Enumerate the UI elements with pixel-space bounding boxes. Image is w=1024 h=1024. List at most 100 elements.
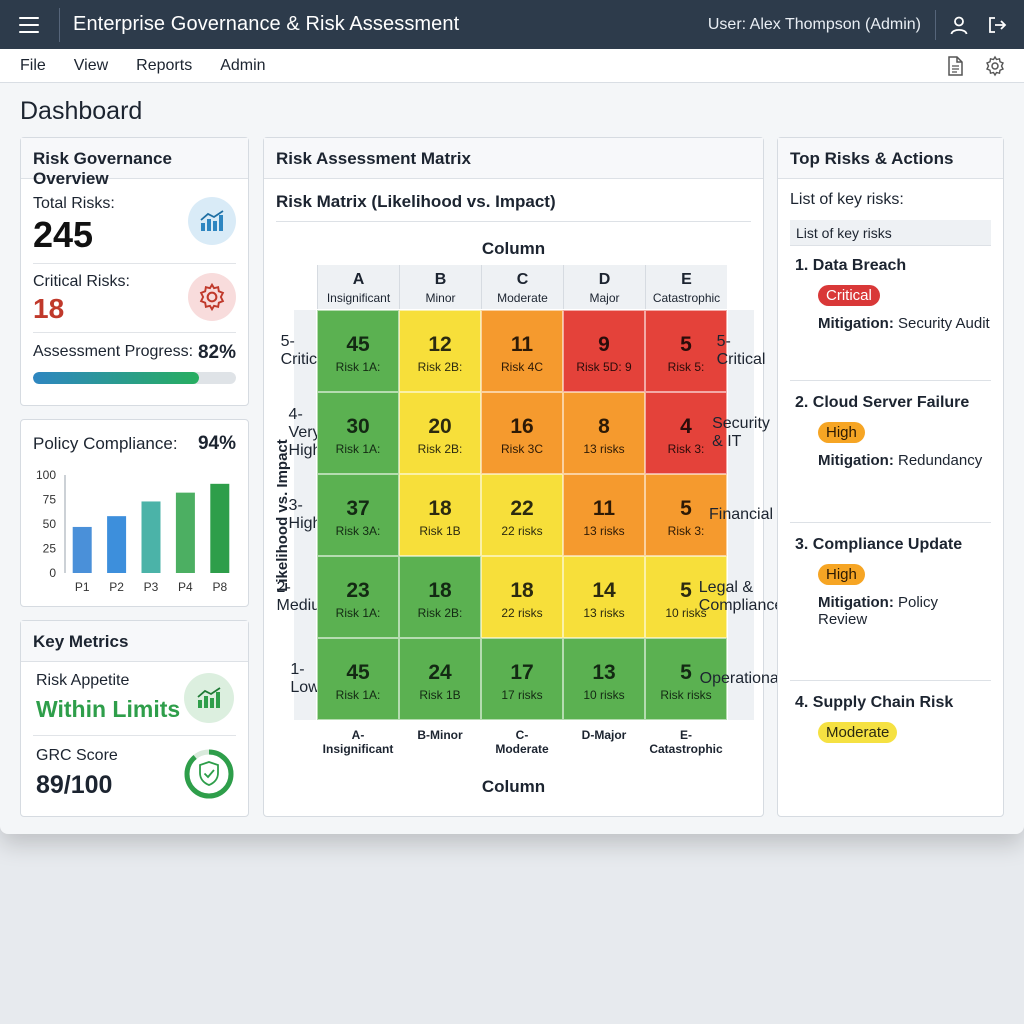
- top-risk-divider: [790, 380, 991, 381]
- matrix-row-label: 2-Medium: [277, 556, 333, 638]
- matrix-column-header: E Catastrophic: [645, 265, 727, 309]
- matrix-cell-count: 11: [592, 497, 616, 520]
- top-risks-card: Top Risks & Actions List of key risks: L…: [777, 137, 1004, 817]
- matrix-cell-count: 24: [428, 661, 452, 684]
- matrix-column-title-top: Column: [481, 239, 546, 258]
- matrix-cell[interactable]: 16 Risk 3C: [481, 392, 563, 474]
- top-risk-title: 1. Data Breach: [795, 257, 907, 274]
- matrix-cell[interactable]: 18 Risk 2B:: [399, 556, 481, 638]
- matrix-cell[interactable]: 5 10 risks: [645, 556, 727, 638]
- matrix-cell[interactable]: 17 17 risks: [481, 638, 563, 720]
- menu-view[interactable]: View: [73, 56, 109, 74]
- matrix-category-label: Operational: [700, 638, 782, 720]
- matrix-row-label: 1-Low: [290, 638, 320, 720]
- chart-icon: [188, 197, 236, 245]
- chart-x-tick-label: P2: [109, 580, 124, 594]
- top-risk-title: 3. Compliance Update: [795, 536, 963, 553]
- matrix-cell[interactable]: 24 Risk 1B: [399, 638, 481, 720]
- page-title: Dashboard: [20, 97, 143, 125]
- matrix-cell[interactable]: 11 Risk 4C: [481, 310, 563, 392]
- user-icon[interactable]: [948, 14, 970, 36]
- matrix-cell-caption: Risk 1A:: [335, 606, 381, 620]
- matrix-column-header: D Major: [563, 265, 645, 309]
- logout-icon[interactable]: [986, 14, 1008, 36]
- chart-y-tick-label: 75: [43, 493, 57, 507]
- hamburger-icon[interactable]: [19, 16, 39, 33]
- matrix-y-axis-title: Likelihood vs. Impact: [272, 309, 292, 721]
- menu-admin[interactable]: Admin: [220, 56, 266, 74]
- matrix-cell[interactable]: 18 22 risks: [481, 556, 563, 638]
- top-risk-item[interactable]: 3. Compliance Update High Mitigation: Poli…: [795, 536, 991, 628]
- matrix-cell[interactable]: 23 Risk 1A:: [317, 556, 399, 638]
- menu-file[interactable]: File: [20, 56, 46, 74]
- matrix-cell-count: 9: [598, 333, 610, 356]
- chart-y-tick-label: 25: [43, 542, 57, 556]
- top-risks-list-header: List of key risks: [790, 220, 991, 246]
- top-risk-divider: [790, 522, 991, 523]
- matrix-cell-count: 37: [346, 497, 370, 520]
- user-name: User: Alex Thompson (Admin): [707, 15, 921, 33]
- chart-bar: [141, 501, 161, 573]
- risk-matrix-title: Risk Assessment Matrix: [264, 138, 763, 179]
- matrix-cell-count: 18: [510, 579, 534, 602]
- matrix-cell-caption: 10 risks: [583, 688, 625, 702]
- top-risk-item[interactable]: 1. Data Breach Critical Mitigation: Securi…: [795, 257, 991, 332]
- matrix-row-label-text: 3-High: [288, 497, 322, 532]
- matrix-cell[interactable]: 30 Risk 1A:: [317, 392, 399, 474]
- matrix-cell[interactable]: 4 Risk 3:: [645, 392, 727, 474]
- overview-card: Risk Governance Overview Total Risks: 24…: [20, 137, 249, 406]
- top-risk-item[interactable]: 2. Cloud Server Failure High Mitigation: R…: [795, 394, 991, 469]
- title-bar: Enterprise Governance & Risk Assessment …: [0, 0, 1024, 49]
- policy-compliance-card: Policy Compliance: 94% 0 25 50 75 100 P1 P2 P3 P…: [20, 419, 249, 607]
- matrix-cell-caption: Risk 5:: [667, 360, 705, 374]
- document-icon[interactable]: [944, 55, 966, 77]
- matrix-cell[interactable]: 5 Risk risks: [645, 638, 727, 720]
- menu-reports[interactable]: Reports: [136, 56, 193, 74]
- matrix-column-name: Minor: [425, 291, 456, 305]
- matrix-column-bottom-label: B-Minor: [417, 728, 463, 742]
- matrix-cell[interactable]: 9 Risk 5D: 9: [563, 310, 645, 392]
- matrix-cell[interactable]: 5 Risk 3:: [645, 474, 727, 556]
- grc-score-value: 89/100: [36, 771, 113, 799]
- check-shape: [203, 769, 215, 779]
- matrix-cell-caption: Risk 1B: [419, 524, 461, 538]
- matrix-cell[interactable]: 8 13 risks: [563, 392, 645, 474]
- key-metrics-title: Key Metrics: [21, 621, 248, 662]
- chart-x-tick-label: P4: [178, 580, 193, 594]
- top-risk-title: 4. Supply Chain Risk: [795, 694, 954, 711]
- chart-y-tick-label: 100: [36, 468, 56, 482]
- matrix-cell[interactable]: 22 22 risks: [481, 474, 563, 556]
- matrix-cell[interactable]: 18 Risk 1B: [399, 474, 481, 556]
- matrix-column-bottom-label: E-Catastrophic: [649, 728, 723, 756]
- top-risk-item[interactable]: 4. Supply Chain Risk Moderate: [795, 694, 991, 743]
- progress-value: 82%: [197, 342, 236, 363]
- matrix-cell[interactable]: 11 13 risks: [563, 474, 645, 556]
- matrix-column-header: A Insignificant: [317, 265, 399, 309]
- matrix-cell[interactable]: 14 13 risks: [563, 556, 645, 638]
- matrix-cell[interactable]: 45 Risk 1A:: [317, 638, 399, 720]
- mitigation-label: Mitigation:: [818, 452, 898, 469]
- chart-bar: [175, 492, 195, 573]
- gear-icon[interactable]: [984, 55, 1006, 77]
- total-risks-label: Total Risks:: [33, 195, 115, 212]
- matrix-cell[interactable]: 37 Risk 3A:: [317, 474, 399, 556]
- chart-y-tick-label: 50: [43, 517, 57, 531]
- matrix-cell[interactable]: 12 Risk 2B:: [399, 310, 481, 392]
- chart-y-tick-label: 0: [49, 566, 56, 580]
- matrix-column-header: B Minor: [399, 265, 481, 309]
- risk-matrix-card: Risk Assessment Matrix Risk Matrix (Like…: [263, 137, 783, 817]
- matrix-cell[interactable]: 20 Risk 2B:: [399, 392, 481, 474]
- matrix-cell[interactable]: 45 Risk 1A:: [317, 310, 399, 392]
- grc-score-label: GRC Score: [36, 747, 118, 764]
- top-risks-intro: List of key risks:: [790, 191, 904, 208]
- matrix-category-label: Legal & Compliance: [699, 556, 783, 638]
- matrix-category-label: 5-Critical: [717, 310, 765, 392]
- overview-divider-2: [33, 332, 236, 333]
- matrix-cell-caption: 13 risks: [583, 442, 625, 456]
- mitigation-value: Redundancy: [897, 452, 983, 469]
- matrix-cell-count: 12: [428, 333, 452, 356]
- matrix-cell[interactable]: 13 10 risks: [563, 638, 645, 720]
- risk-level-badge: Moderate: [818, 722, 898, 743]
- matrix-cell[interactable]: 5 Risk 5:: [645, 310, 727, 392]
- risk-mitigation: Mitigation: Policy Review: [818, 594, 991, 628]
